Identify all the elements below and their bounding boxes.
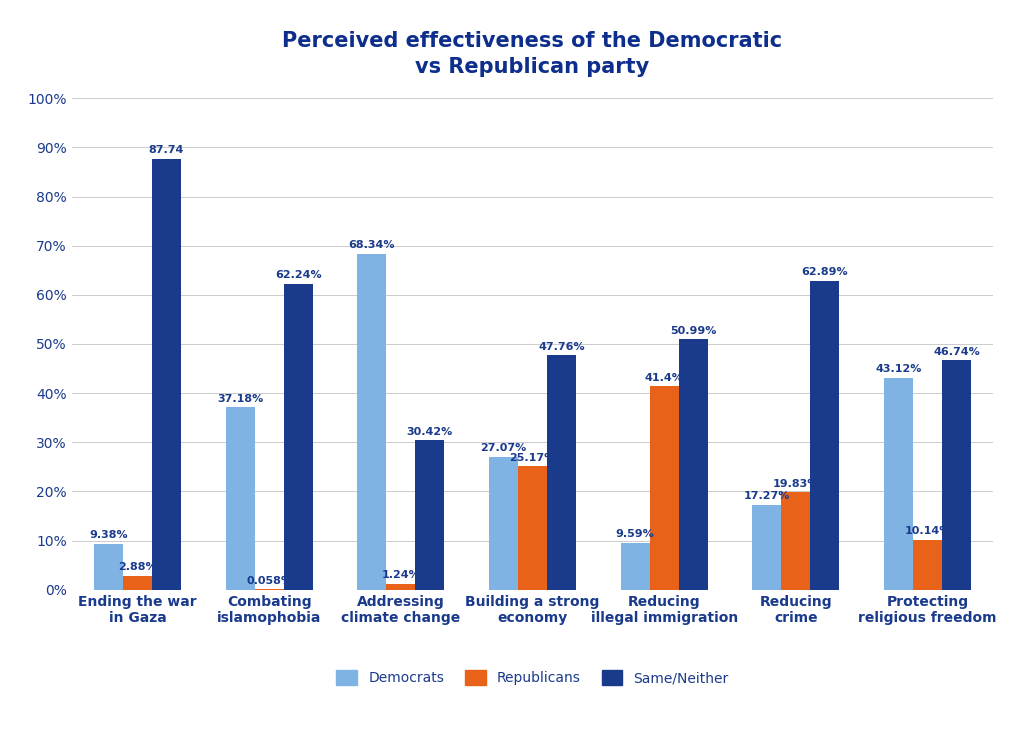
Text: 1.24%: 1.24% bbox=[382, 570, 420, 580]
Title: Perceived effectiveness of the Democratic
vs Republican party: Perceived effectiveness of the Democrati… bbox=[283, 31, 782, 77]
Bar bbox=[810, 280, 840, 590]
Bar bbox=[679, 339, 708, 590]
Bar bbox=[547, 355, 575, 590]
Text: 37.18%: 37.18% bbox=[217, 394, 263, 404]
Bar bbox=[621, 543, 649, 590]
Text: 9.38%: 9.38% bbox=[89, 530, 128, 540]
Text: 68.34%: 68.34% bbox=[348, 240, 395, 250]
Bar bbox=[942, 360, 971, 590]
Bar bbox=[357, 254, 386, 590]
Bar bbox=[152, 159, 181, 590]
Text: 9.59%: 9.59% bbox=[615, 529, 654, 539]
Text: 25.17%: 25.17% bbox=[509, 453, 556, 463]
Text: 62.89%: 62.89% bbox=[802, 267, 848, 277]
Bar bbox=[781, 492, 810, 590]
Text: 27.07%: 27.07% bbox=[480, 443, 526, 453]
Text: 30.42%: 30.42% bbox=[407, 426, 453, 437]
Bar bbox=[416, 440, 444, 590]
Bar bbox=[225, 407, 255, 590]
Bar bbox=[518, 466, 547, 590]
Bar bbox=[913, 540, 942, 590]
Text: 17.27%: 17.27% bbox=[743, 491, 791, 501]
Text: 62.24%: 62.24% bbox=[274, 271, 322, 280]
Text: 10.14%: 10.14% bbox=[904, 526, 950, 537]
Bar bbox=[489, 457, 518, 590]
Text: 2.88%: 2.88% bbox=[118, 562, 157, 572]
Bar bbox=[123, 575, 152, 590]
Text: 0.058%: 0.058% bbox=[246, 576, 292, 586]
Text: 47.76%: 47.76% bbox=[539, 342, 585, 352]
Text: 50.99%: 50.99% bbox=[670, 326, 717, 336]
Bar bbox=[94, 544, 123, 590]
Bar bbox=[649, 386, 679, 590]
Text: 46.74%: 46.74% bbox=[933, 346, 980, 357]
Text: 41.4%: 41.4% bbox=[645, 373, 684, 383]
Bar bbox=[884, 378, 913, 590]
Text: 87.74: 87.74 bbox=[148, 145, 184, 155]
Bar bbox=[753, 505, 781, 590]
Bar bbox=[284, 284, 312, 590]
Text: 43.12%: 43.12% bbox=[876, 364, 922, 374]
Bar bbox=[386, 584, 416, 590]
Legend: Democrats, Republicans, Same/Neither: Democrats, Republicans, Same/Neither bbox=[331, 665, 734, 691]
Text: 19.83%: 19.83% bbox=[772, 479, 819, 489]
